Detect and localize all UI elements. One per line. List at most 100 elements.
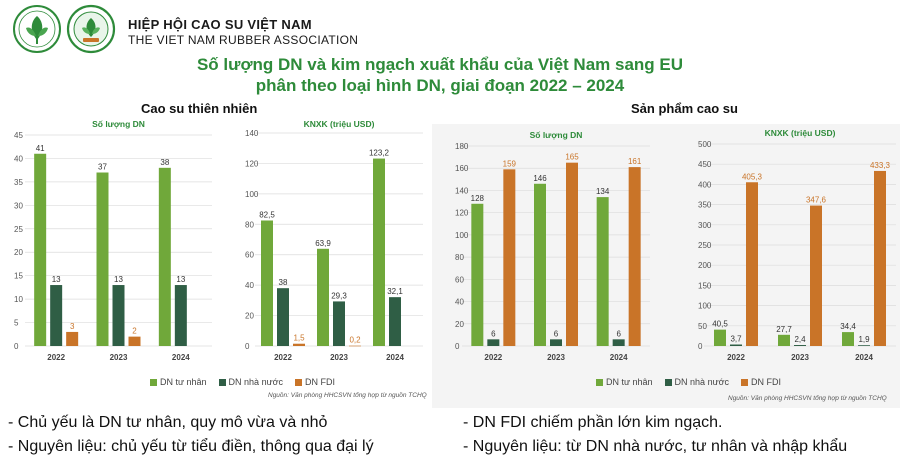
- data-label: 82,5: [259, 210, 275, 219]
- note-left-1: - Chủ yếu là DN tư nhân, quy mô vừa và n…: [8, 414, 328, 431]
- bar-private: [842, 332, 854, 346]
- y-tick-label: 60: [245, 251, 254, 260]
- data-label: 123,2: [369, 149, 390, 158]
- y-tick-label: 450: [698, 160, 712, 169]
- y-tick-label: 20: [245, 312, 254, 321]
- y-tick-label: 40: [455, 298, 464, 307]
- bar-state: [794, 345, 806, 346]
- bar-fdi: [874, 170, 886, 346]
- data-label: 3,7: [730, 335, 742, 344]
- group-title-natural-rubber: Cao su thiên nhiên: [141, 101, 258, 116]
- x-tick-label: 2022: [47, 353, 65, 362]
- data-label: 37: [98, 163, 107, 172]
- y-tick-label: 80: [455, 253, 464, 262]
- y-tick-label: 20: [455, 320, 464, 329]
- bar-private: [317, 248, 329, 346]
- bar-state: [50, 285, 63, 346]
- bar-fdi: [128, 336, 141, 346]
- legend-item-private: DN tư nhân: [596, 377, 653, 387]
- data-label: 347,6: [806, 196, 827, 205]
- y-tick-label: 45: [14, 131, 23, 140]
- data-label: 40,5: [712, 320, 728, 329]
- data-label: 6: [616, 329, 621, 338]
- y-tick-label: 60: [455, 275, 464, 284]
- y-tick-label: 0: [698, 342, 703, 351]
- bar-state: [550, 339, 562, 346]
- data-label: 0,2: [349, 336, 361, 345]
- bar-private: [158, 167, 171, 346]
- y-tick-label: 25: [14, 225, 23, 234]
- bar-fdi: [66, 331, 79, 346]
- data-label: 161: [628, 157, 642, 166]
- data-label: 41: [36, 144, 45, 153]
- bar-private: [596, 197, 609, 346]
- y-tick-label: 150: [698, 281, 712, 290]
- y-tick-label: 140: [455, 186, 469, 195]
- x-tick-label: 2024: [855, 353, 873, 362]
- data-label: 165: [565, 153, 579, 162]
- chart-title: KNXK (triệu USD): [765, 128, 836, 138]
- y-tick-label: 120: [455, 209, 469, 218]
- y-tick-label: 100: [698, 302, 712, 311]
- page-title: Số lượng DN và kim ngạch xuất khẩu của V…: [196, 55, 684, 74]
- org-name-en: THE VIET NAM RUBBER ASSOCIATION: [128, 33, 359, 47]
- y-tick-label: 160: [455, 164, 469, 173]
- data-label: 13: [114, 275, 123, 284]
- legend-rubber-products: DN tư nhân DN nhà nước DN FDI: [596, 377, 781, 387]
- x-tick-label: 2024: [386, 353, 404, 362]
- y-tick-label: 0: [245, 342, 250, 351]
- data-label: 159: [503, 159, 517, 168]
- x-tick-label: 2023: [791, 353, 809, 362]
- y-tick-label: 180: [455, 142, 469, 151]
- bar-fdi: [349, 345, 361, 347]
- data-label: 146: [533, 174, 547, 183]
- y-tick-label: 20: [14, 248, 23, 257]
- legend-item-private: DN tư nhân: [150, 377, 207, 387]
- y-tick-label: 30: [14, 201, 23, 210]
- bar-fdi: [628, 167, 641, 346]
- data-label: 29,3: [331, 291, 347, 300]
- y-tick-label: 500: [698, 140, 712, 149]
- y-tick-label: 40: [14, 154, 23, 163]
- chart-title: KNXK (triệu USD): [304, 119, 375, 129]
- bar-private: [373, 158, 385, 346]
- y-tick-label: 35: [14, 178, 23, 187]
- bar-private: [96, 172, 109, 346]
- bar-state: [277, 288, 289, 346]
- data-label: 38: [160, 158, 169, 167]
- x-tick-label: 2024: [172, 353, 190, 362]
- bar-state: [112, 285, 125, 346]
- bar-private: [261, 220, 273, 346]
- data-label: 6: [491, 329, 496, 338]
- chart-title: Số lượng DN: [92, 119, 145, 129]
- data-label: 13: [176, 275, 185, 284]
- association-seal-icon: [66, 4, 116, 54]
- data-label: 38: [279, 278, 288, 287]
- y-tick-label: 100: [245, 190, 259, 199]
- data-label: 13: [52, 275, 61, 284]
- chart-title: Số lượng DN: [530, 130, 583, 140]
- legend-item-state: DN nhà nước: [218, 377, 283, 387]
- bar-private: [471, 203, 484, 346]
- bar-state: [487, 339, 500, 346]
- data-label: 433,3: [870, 161, 891, 170]
- y-tick-label: 300: [698, 221, 712, 230]
- note-right-1: - DN FDI chiếm phần lớn kim ngạch.: [463, 414, 723, 431]
- bar-private: [714, 329, 726, 346]
- source-note-right: Nguồn: Văn phòng HHCSVN tổng hợp từ nguồ…: [728, 395, 887, 402]
- x-tick-label: 2022: [484, 353, 502, 362]
- data-label: 6: [554, 329, 559, 338]
- group-title-rubber-products: Sản phẩm cao su: [631, 101, 738, 116]
- y-tick-label: 120: [245, 159, 259, 168]
- y-tick-label: 100: [455, 231, 469, 240]
- source-note-left: Nguồn: Văn phòng HHCSVN tổng hợp từ nguồ…: [268, 392, 427, 399]
- data-label: 1,5: [293, 334, 305, 343]
- x-tick-label: 2023: [547, 353, 565, 362]
- y-tick-label: 140: [245, 129, 259, 138]
- y-tick-label: 80: [245, 220, 254, 229]
- bar-fdi: [810, 205, 822, 346]
- y-tick-label: 250: [698, 241, 712, 250]
- legend-item-fdi: DN FDI: [741, 377, 781, 387]
- bar-state: [389, 297, 401, 346]
- data-label: 27,7: [776, 325, 792, 334]
